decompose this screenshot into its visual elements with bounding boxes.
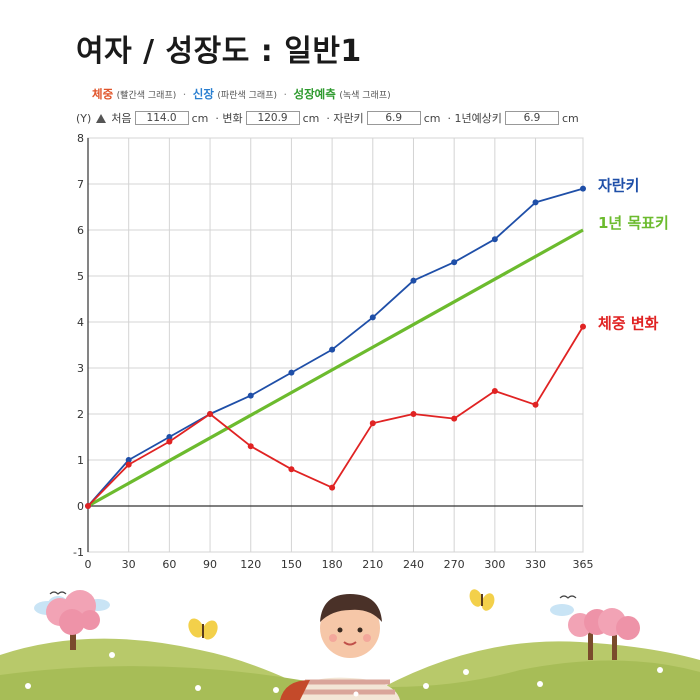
data-point-weight (207, 411, 214, 417)
unit-label: cm (302, 111, 320, 125)
x-tick-label: 30 (122, 558, 136, 571)
start-value-field[interactable]: 114.0 (134, 111, 189, 125)
y-tick-label: 7 (77, 178, 84, 191)
x-tick-label: 330 (525, 558, 546, 571)
legend-separator: · (182, 88, 187, 101)
data-point-weight (329, 484, 336, 491)
data-point-height (580, 185, 586, 192)
legend-height-label: 신장 (192, 87, 214, 101)
series-label-height: 자란키 (598, 177, 639, 195)
y-axis-prefix: (Y) (76, 111, 92, 125)
data-point-height (288, 369, 295, 376)
data-point-weight (125, 461, 132, 468)
data-point-height (247, 392, 254, 399)
predict-label: · 1년예상키 (447, 112, 502, 125)
data-point-weight (491, 388, 498, 394)
y-tick-label: 0 (77, 500, 84, 513)
y-tick-label: 5 (77, 270, 84, 283)
bird-icon (559, 595, 577, 599)
data-point-height (369, 314, 376, 321)
cloud-icon (550, 604, 574, 616)
data-point-weight (451, 415, 458, 422)
legend-separator: · (283, 88, 288, 101)
child-icon (280, 594, 400, 700)
data-point-weight (247, 443, 254, 450)
blossom-tree-icon (598, 608, 640, 660)
predict-value-field[interactable]: 6.9 (504, 111, 559, 125)
x-tick-label: 180 (322, 558, 343, 571)
info-bar: (Y) 처음 114.0 cm · 변화 120.9 cm · 자란키 6.9 … (76, 110, 579, 126)
legend-predict-sub: (녹색 그래프) (339, 91, 391, 101)
unit-label: cm (423, 111, 441, 125)
chart-axes (87, 138, 583, 552)
legend-weight-sub: (빨간색 그래프) (116, 91, 177, 101)
legend: 체중 (빨간색 그래프) · 신장 (파란색 그래프) · 성장예측 (녹색 그… (92, 86, 391, 102)
data-point-height (451, 259, 458, 266)
data-point-height (329, 346, 336, 353)
data-point-weight (369, 420, 376, 427)
legend-predict-label: 성장예측 (293, 87, 336, 101)
data-point-height (125, 457, 132, 463)
series-label-predict: 1년 목표키 (598, 214, 669, 232)
x-tick-label: 120 (240, 558, 261, 571)
data-point-height (166, 434, 173, 440)
arrow-up-icon (96, 113, 107, 123)
chart-series (85, 185, 586, 509)
data-point-weight (532, 401, 539, 408)
chart-grid (87, 137, 584, 553)
series-label-weight: 체중 변화 (598, 315, 659, 333)
legend-weight-label: 체중 (92, 87, 114, 101)
data-point-weight (288, 466, 295, 473)
decoration (0, 589, 700, 700)
x-tick-label: 60 (162, 558, 176, 571)
chart-title: 여자 / 성장도 : 일반1 (76, 34, 362, 69)
change-value-field[interactable]: 120.9 (245, 111, 300, 125)
x-tick-label: 270 (444, 558, 465, 571)
growth-label: · 자란키 (326, 112, 364, 125)
y-tick-label: 4 (77, 316, 84, 329)
x-tick-label: 0 (85, 558, 92, 571)
x-tick-label: 300 (484, 558, 505, 571)
legend-height-sub: (파란색 그래프) (217, 91, 277, 101)
x-tick-label: 150 (281, 558, 302, 571)
start-label: 처음 (111, 112, 132, 125)
y-tick-label: 6 (77, 224, 84, 237)
data-point-weight (85, 503, 91, 509)
x-tick-label: 365 (573, 558, 594, 571)
data-point-weight (166, 438, 173, 445)
growth-value-field[interactable]: 6.9 (366, 111, 421, 125)
y-tick-label: 3 (77, 362, 84, 375)
bird-icon (49, 591, 67, 595)
change-label: · 변화 (215, 112, 243, 125)
y-tick-label: 2 (77, 408, 84, 421)
data-point-weight (410, 411, 417, 417)
flower-icon (25, 652, 663, 697)
series-line-predict (87, 228, 584, 508)
data-point-weight (580, 323, 586, 330)
x-tick-label: 90 (203, 558, 217, 571)
butterfly-icon (188, 618, 218, 640)
blossom-tree-icon (46, 590, 100, 650)
plot-area (87, 137, 584, 553)
y-tick-label: 8 (77, 132, 84, 145)
y-tick-label: -1 (73, 546, 84, 559)
data-point-height (491, 236, 498, 243)
y-tick-label: 1 (77, 454, 84, 467)
unit-label: cm (561, 111, 579, 125)
hill-front (0, 660, 700, 700)
data-point-height (532, 199, 539, 206)
data-point-height (410, 277, 417, 284)
x-tick-label: 210 (362, 558, 383, 571)
butterfly-icon (469, 589, 495, 611)
x-tick-label: 240 (403, 558, 424, 571)
unit-label: cm (191, 111, 209, 125)
